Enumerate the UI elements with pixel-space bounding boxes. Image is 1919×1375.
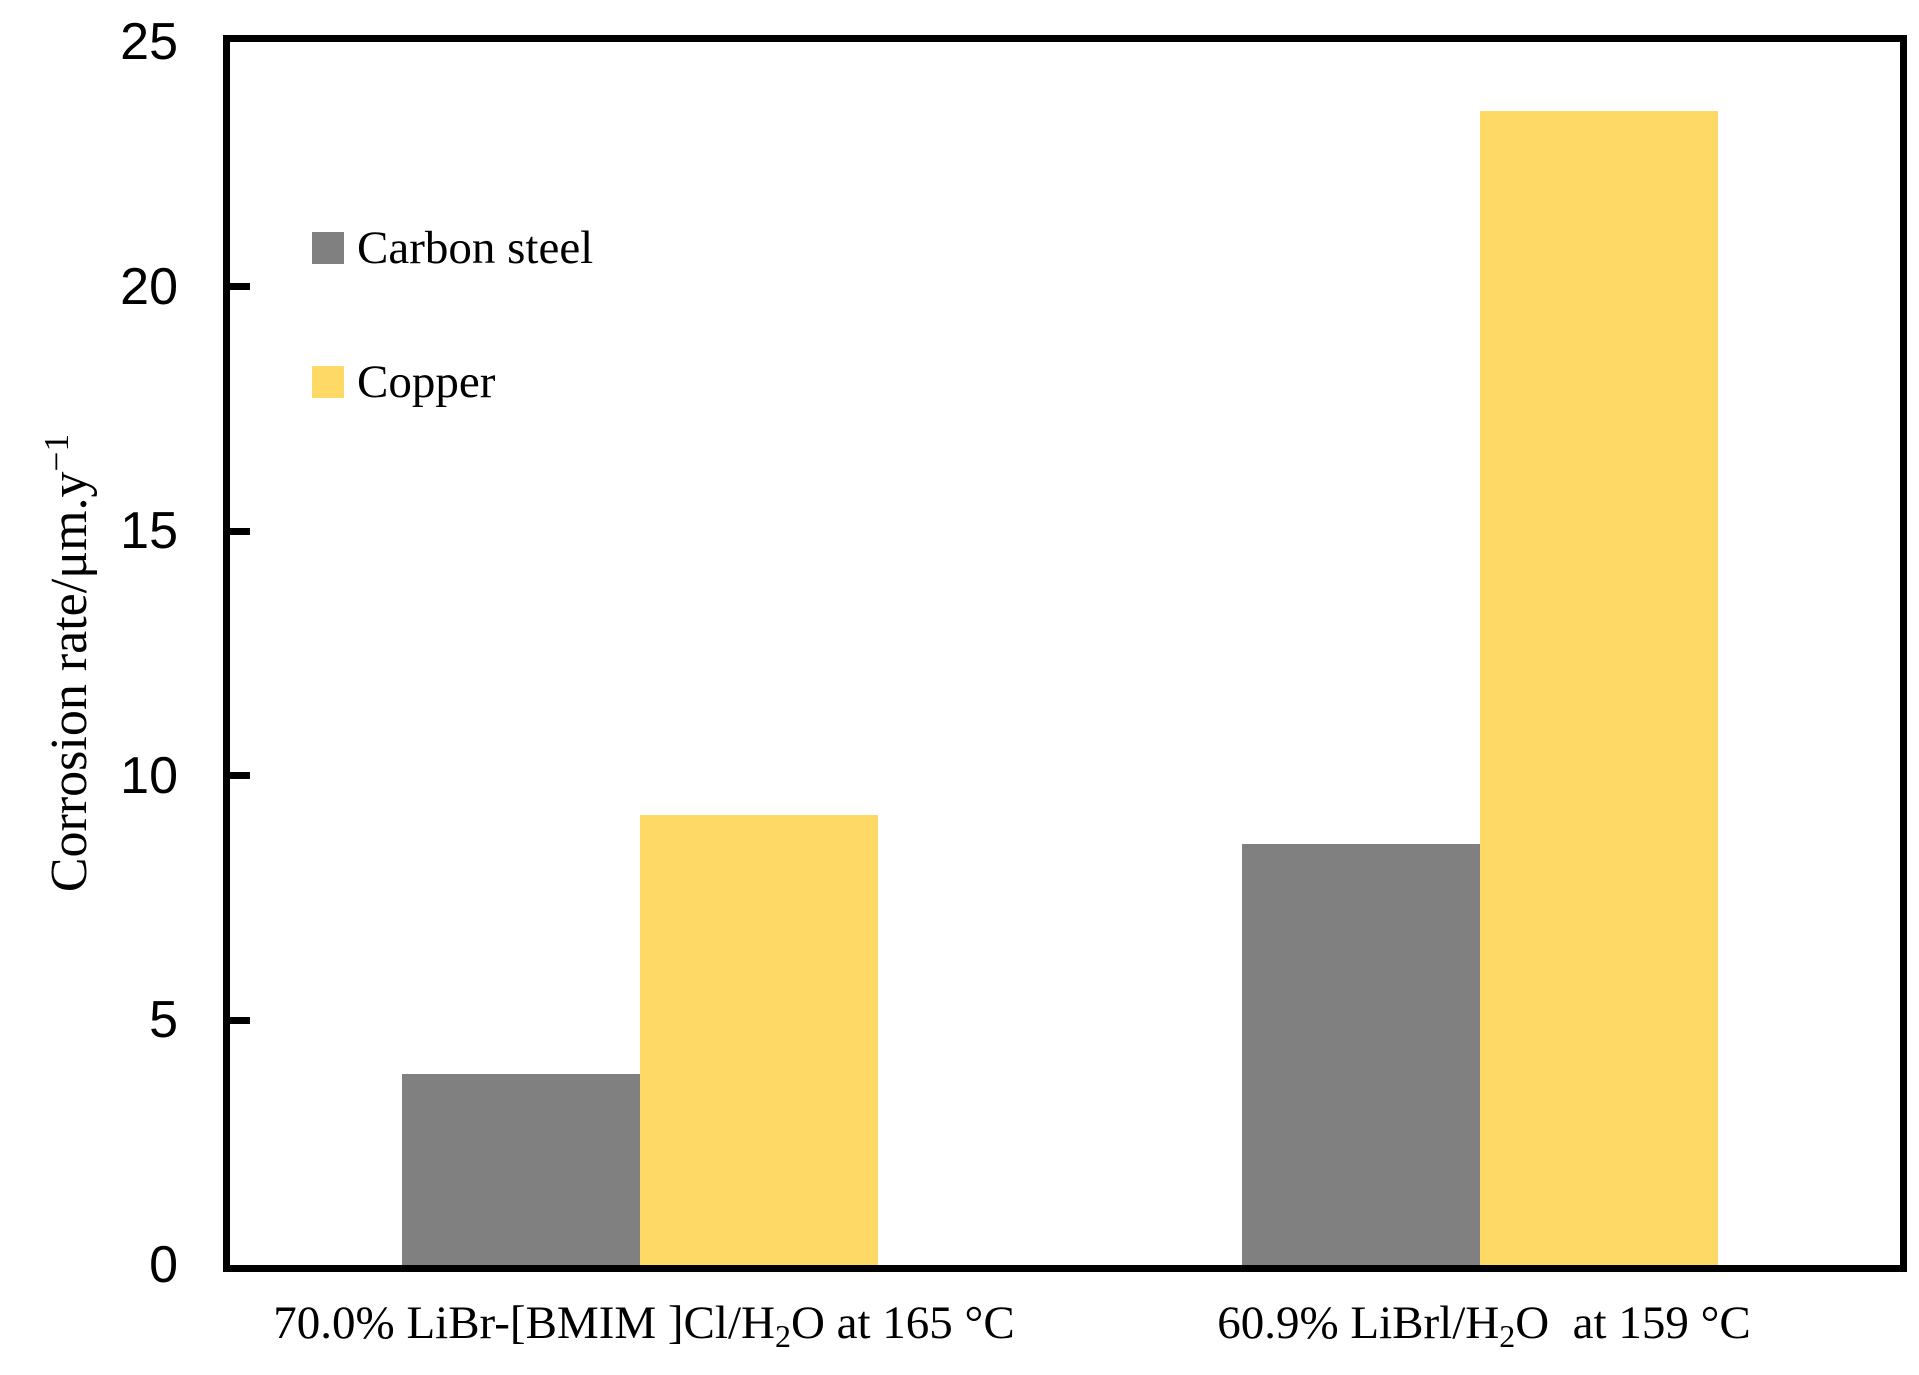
y-axis-tick-label-0: 0 [149,1236,178,1294]
legend-label: Carbon steel [357,222,594,274]
legend-swatch-icon [312,232,344,264]
y-axis-tick-10 [230,772,250,780]
subscript-text: 2 [1499,1318,1516,1354]
legend-label: Copper [357,356,496,408]
text-segment: O at 165 °C [790,1297,1015,1349]
y-axis-tick-label-15: 15 [120,502,178,561]
text-segment: 60.9% LiBrl/H [1217,1297,1500,1349]
subscript-text: 2 [774,1318,791,1354]
legend-item-copper: Copper [312,355,495,409]
legend-swatch-icon [312,366,344,398]
x-axis-category-label-1: 70.0% LiBr-[BMIM ]Cl/H2O at 165 °C [273,1296,1014,1356]
text-segment: O at 159 °C [1515,1297,1751,1349]
bar-copper-group-1 [640,814,878,1265]
y-axis-title: Corrosion rate/μm.y−1 [35,434,99,892]
y-axis-tick-5 [230,1016,250,1024]
bar-carbon-steel-group-2 [1242,844,1480,1265]
y-axis-tick-label-10: 10 [120,746,178,805]
bar-carbon-steel-group-1 [402,1074,640,1265]
x-axis-category-label-2: 60.9% LiBrl/H2O at 159 °C [1217,1296,1750,1356]
y-axis-tick-20 [230,283,250,291]
superscript-text: −1 [36,433,77,472]
plot-area: Carbon steel Copper [223,35,1907,1272]
y-axis-tick-label-5: 5 [149,991,178,1050]
y-axis-tick-15 [230,527,250,535]
legend-item-carbon-steel: Carbon steel [312,221,593,275]
bar-copper-group-2 [1480,110,1718,1265]
y-axis-tick-label-20: 20 [120,257,178,316]
text-segment: 70.0% LiBr-[BMIM ]Cl/H [273,1297,775,1349]
y-axis-tick-label-25: 25 [120,13,178,71]
